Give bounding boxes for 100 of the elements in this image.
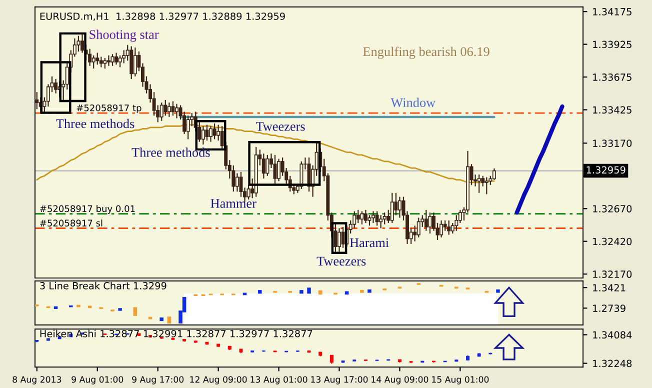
candlestick	[235, 172, 239, 192]
candlestick	[160, 102, 164, 122]
annotation: Tweezers	[256, 122, 305, 131]
candlestick	[262, 153, 266, 180]
candlestick	[209, 126, 212, 142]
candlestick	[300, 160, 304, 190]
candlestick	[372, 210, 376, 224]
chart-title: 3 Line Break Chart 1.3299	[40, 282, 166, 290]
candlestick	[201, 126, 205, 146]
candlestick	[114, 52, 118, 66]
ref-line-label: #52058917 sl	[40, 220, 102, 226]
bar	[118, 308, 122, 311]
candlestick	[379, 214, 383, 229]
candlestick	[76, 35, 80, 52]
candlestick	[103, 57, 107, 70]
y-tick-label: 1.32248	[593, 360, 632, 368]
y-tick-label: 1.34084	[593, 331, 632, 339]
candlestick	[341, 226, 345, 248]
annotation: Shooting star	[90, 30, 159, 42]
annotation: Three methods	[132, 148, 210, 157]
y-tick-label: 1.32670	[593, 205, 632, 212]
candlestick	[220, 126, 224, 149]
candlestick	[205, 124, 209, 142]
candlestick	[428, 212, 432, 234]
y-tick-label: 1.2739	[593, 304, 626, 312]
candlestick	[382, 212, 386, 225]
ref-line-label: 1.32959	[586, 166, 626, 174]
candlestick	[477, 174, 481, 194]
candlestick	[440, 220, 444, 238]
text: EURUSD.m,H1 1.32898 1.32977 1.32889 1.32959	[40, 12, 285, 21]
y-tick-label: 1.33170	[593, 140, 632, 147]
x-tick-label: 14 Aug 09:00	[372, 376, 428, 384]
candlestick	[424, 209, 428, 232]
x-tick-label: 15 Aug 01:00	[432, 376, 489, 384]
candlestick	[54, 78, 58, 94]
candlestick	[398, 196, 402, 218]
ref-line-label: #52058917 buy 0.01	[40, 205, 135, 214]
bar	[360, 290, 364, 293]
candlestick	[212, 122, 216, 140]
candlestick	[80, 34, 84, 54]
candlestick	[364, 209, 368, 224]
y-tick-label: 1.33425	[593, 106, 632, 114]
candlestick	[375, 210, 379, 226]
candlestick	[390, 192, 394, 224]
candlestick	[35, 92, 39, 110]
candlestick	[368, 214, 372, 226]
bar	[368, 289, 372, 293]
candlestick	[164, 99, 168, 116]
candlestick	[88, 48, 92, 66]
candlestick	[133, 47, 137, 77]
annotation: Tweezers	[316, 256, 366, 266]
annotation: Window	[390, 98, 436, 108]
line-series	[514, 104, 564, 215]
candlestick	[130, 46, 134, 80]
candlestick	[334, 224, 338, 252]
candlestick	[338, 228, 341, 252]
bar	[242, 292, 247, 296]
candlestick	[174, 103, 178, 119]
annotation: Three methods	[56, 118, 134, 128]
x-tick-label: 8 Aug 2013	[12, 376, 62, 384]
bar	[344, 291, 349, 295]
x-tick-label: 9 Aug 01:00	[72, 376, 124, 384]
candlestick	[167, 102, 171, 118]
candlestick	[99, 56, 103, 68]
candlestick	[484, 176, 488, 195]
annotation: Harami	[350, 238, 389, 248]
y-tick-label: 1.32170	[593, 270, 632, 278]
candlestick	[92, 54, 96, 70]
candlestick	[171, 100, 175, 116]
chart-title: Heiken Ashi 1.32877 1.32991 1.32877 1.32977 1.32877	[40, 330, 312, 338]
bar	[148, 316, 152, 320]
candlestick	[360, 210, 364, 225]
x-tick-label: 12 Aug 09:00	[190, 376, 247, 384]
bar	[88, 306, 92, 308]
x-tick-label: 13 Aug 17:00	[311, 376, 368, 384]
annotation: Hammer	[210, 199, 256, 208]
bar	[160, 317, 164, 322]
annotation: Engulfing bearish 06.19	[363, 46, 490, 59]
y-tick-label: 1.3421	[593, 284, 626, 292]
bar	[258, 290, 262, 294]
candlestick	[266, 154, 270, 176]
x-tick-label: 13 Aug 01:00	[250, 376, 308, 384]
candlestick	[447, 220, 451, 236]
candlestick	[277, 158, 281, 182]
candlestick	[106, 54, 110, 66]
candlestick	[416, 217, 420, 238]
y-tick-label: 1.33925	[593, 40, 632, 48]
y-tick-label: 1.32420	[593, 238, 632, 246]
candlestick	[198, 122, 202, 142]
candlestick	[186, 115, 190, 140]
x-tick-label: 9 Aug 17:00	[132, 376, 184, 384]
y-tick-label: 1.33675	[593, 74, 632, 81]
y-tick-label: 1.34175	[593, 8, 632, 16]
bar	[167, 316, 172, 324]
bar	[307, 288, 311, 294]
candlestick	[110, 54, 114, 66]
ref-line-label: #52058917 tp	[76, 104, 142, 114]
candlestick	[356, 209, 360, 224]
bar	[133, 307, 138, 316]
candlestick	[443, 220, 447, 232]
